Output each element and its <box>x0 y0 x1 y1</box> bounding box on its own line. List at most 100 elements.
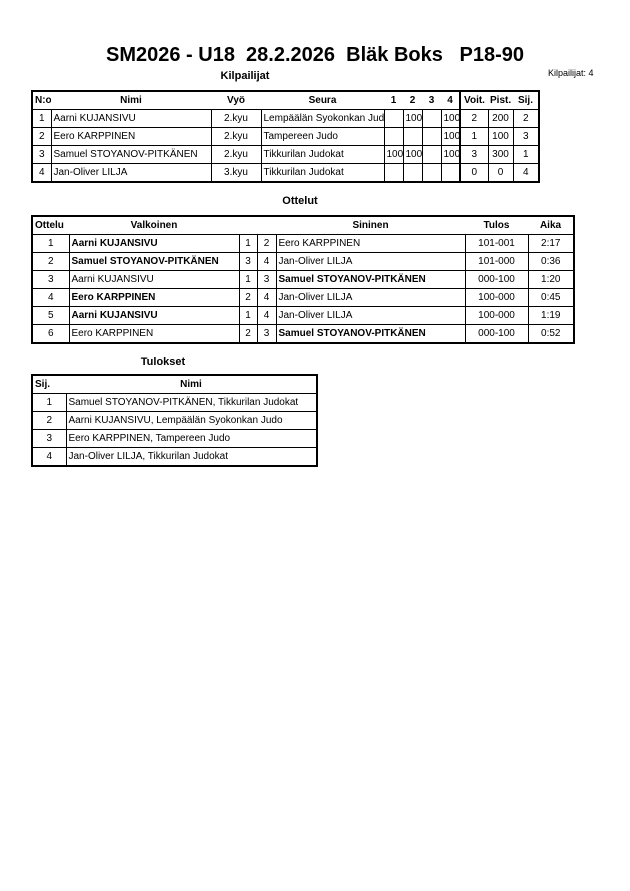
header-sininen: Sininen <box>276 215 465 235</box>
match-row: 1 Aarni KUJANSIVU 1 2 Eero KARPPINEN 101-001 2… <box>31 234 575 253</box>
competitor-m4: 100 <box>440 145 461 164</box>
competitor-club: Tikkurilan Judokat <box>260 163 385 183</box>
match-bn: 4 <box>256 288 277 307</box>
competitor-no: 2 <box>31 127 52 146</box>
match-result: 100-000 <box>464 306 529 325</box>
match-wn: 1 <box>238 270 258 289</box>
header-9: Pist. <box>488 90 513 110</box>
results-title: Tulokset <box>140 356 186 368</box>
header-2: Vyö <box>211 90 261 110</box>
match-result: 100-000 <box>464 288 529 307</box>
match-white: Eero KARPPINEN <box>68 324 240 344</box>
result-name: Aarni KUJANSIVU, Lempäälän Syokonkan Jud… <box>65 411 318 430</box>
competitor-m3 <box>421 163 442 183</box>
match-bn: 3 <box>256 324 277 344</box>
competitor-place: 4 <box>512 163 540 183</box>
result-row: 1 Samuel STOYANOV-PITKÄNEN, Tikkurilan Ju… <box>31 393 318 412</box>
matches-table: Ottelu Valkoinen Sininen Tulos Aika 1 Aar… <box>31 215 575 344</box>
result-row: 3 Eero KARPPINEN, Tampereen Judo <box>31 429 318 448</box>
match-time: 2:17 <box>527 234 575 253</box>
match-no: 5 <box>31 306 70 325</box>
match-bn: 3 <box>256 270 277 289</box>
match-wn: 1 <box>238 234 258 253</box>
match-bn: 4 <box>256 252 277 271</box>
competitor-row: 2 Eero KARPPINEN 2.kyu Tampereen Judo 100 1 10… <box>31 127 540 146</box>
match-no: 4 <box>31 288 70 307</box>
competitor-name: Aarni KUJANSIVU <box>50 109 212 128</box>
header-8: Voit. <box>459 90 488 110</box>
competitor-row: 1 Aarni KUJANSIVU 2.kyu Lempäälän Syokonkan… <box>31 109 540 128</box>
competitor-name: Jan-Oliver LILJA <box>50 163 212 183</box>
competitor-m4: 100 <box>440 109 461 128</box>
competitor-row: 4 Jan-Oliver LILJA 3.kyu Tikkurilan Judokat… <box>31 163 540 183</box>
competitor-points: 300 <box>487 145 514 164</box>
match-bn: 2 <box>256 234 277 253</box>
header-0: N:o <box>32 90 51 110</box>
match-no: 2 <box>31 252 70 271</box>
header-5: 2 <box>403 90 422 110</box>
competitor-points: 0 <box>487 163 514 183</box>
result-place: 3 <box>31 429 67 448</box>
competitor-belt: 3.kyu <box>210 163 262 183</box>
header-10: Sij. <box>513 90 539 110</box>
competitor-belt: 2.kyu <box>210 109 262 128</box>
match-time: 0:36 <box>527 252 575 271</box>
results-table: Sij. Nimi 1 Samuel STOYANOV-PITKÄNEN, Tik… <box>31 374 318 467</box>
competitor-m1 <box>383 127 404 146</box>
result-name: Samuel STOYANOV-PITKÄNEN, Tikkurilan Jud… <box>65 393 318 412</box>
match-blue: Jan-Oliver LILJA <box>275 288 466 307</box>
match-blue: Samuel STOYANOV-PITKÄNEN <box>275 270 466 289</box>
competitor-m3 <box>421 127 442 146</box>
competitor-wins: 3 <box>459 145 489 164</box>
match-white: Aarni KUJANSIVU <box>68 234 240 253</box>
result-place: 2 <box>31 411 67 430</box>
header-ottelu: Ottelu <box>32 215 69 235</box>
match-row: 2 Samuel STOYANOV-PITKÄNEN 3 4 Jan-Oliver LI… <box>31 252 575 271</box>
competitor-club: Tampereen Judo <box>260 127 385 146</box>
competitors-table: N:o Nimi Vyö Seura 1 2 3 4 Voit. Pist. Sij. 1 Aarni… <box>31 90 540 183</box>
header-3: Seura <box>261 90 384 110</box>
result-place: 1 <box>31 393 67 412</box>
result-name: Jan-Oliver LILJA, Tikkurilan Judokat <box>65 447 318 467</box>
match-wn: 2 <box>238 288 258 307</box>
match-time: 1:20 <box>527 270 575 289</box>
match-result: 000-100 <box>464 324 529 344</box>
match-wn: 2 <box>238 324 258 344</box>
competitor-no: 4 <box>31 163 52 183</box>
competitor-count: Kilpailijat: 4 <box>548 68 594 78</box>
competitor-name: Samuel STOYANOV-PITKÄNEN <box>50 145 212 164</box>
competitor-points: 200 <box>487 109 514 128</box>
match-row: 4 Eero KARPPINEN 2 4 Jan-Oliver LILJA 100-000… <box>31 288 575 307</box>
match-wn: 3 <box>238 252 258 271</box>
competitor-place: 1 <box>512 145 540 164</box>
match-result: 101-000 <box>464 252 529 271</box>
competitor-belt: 2.kyu <box>210 145 262 164</box>
match-bn: 4 <box>256 306 277 325</box>
header-4: 1 <box>384 90 403 110</box>
result-row: 2 Aarni KUJANSIVU, Lempäälän Syokonkan Ju… <box>31 411 318 430</box>
header-valkoinen: Valkoinen <box>69 215 239 235</box>
competitor-place: 2 <box>512 109 540 128</box>
competitor-no: 3 <box>31 145 52 164</box>
match-white: Samuel STOYANOV-PITKÄNEN <box>68 252 240 271</box>
matches-title: Ottelut <box>282 195 318 207</box>
competitors-title: Kilpailijat <box>220 70 270 82</box>
competitor-name: Eero KARPPINEN <box>50 127 212 146</box>
competitor-m1: 100 <box>383 145 404 164</box>
match-time: 0:52 <box>527 324 575 344</box>
competitor-wins: 2 <box>459 109 489 128</box>
competitor-m4 <box>440 163 461 183</box>
match-blue: Eero KARPPINEN <box>275 234 466 253</box>
competitor-m4: 100 <box>440 127 461 146</box>
match-result: 101-001 <box>464 234 529 253</box>
match-no: 6 <box>31 324 70 344</box>
match-row: 3 Aarni KUJANSIVU 1 3 Samuel STOYANOV-PITKÄN… <box>31 270 575 289</box>
header-nimi: Nimi <box>66 374 317 394</box>
result-row: 4 Jan-Oliver LILJA, Tikkurilan Judokat <box>31 447 318 467</box>
competitor-m2: 100 <box>402 145 423 164</box>
result-name: Eero KARPPINEN, Tampereen Judo <box>65 429 318 448</box>
header-aika: Aika <box>528 215 574 235</box>
match-blue: Jan-Oliver LILJA <box>275 252 466 271</box>
competitor-m1 <box>383 109 404 128</box>
match-row: 6 Eero KARPPINEN 2 3 Samuel STOYANOV-PITKÄNE… <box>31 324 575 344</box>
